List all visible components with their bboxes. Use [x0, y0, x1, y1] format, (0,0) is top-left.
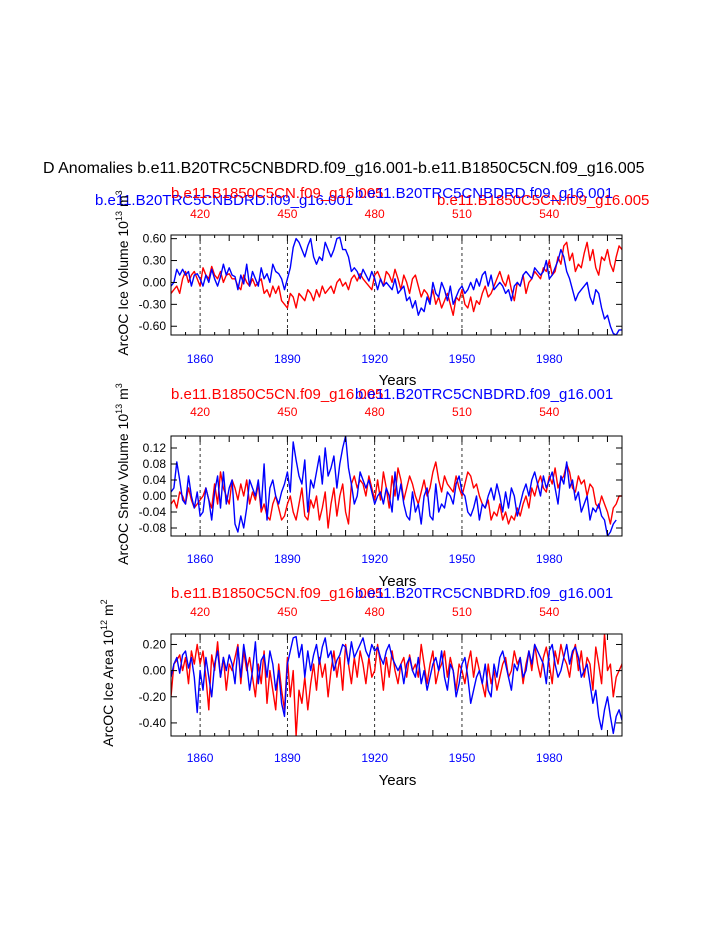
y-tick-label: -0.04 — [139, 505, 167, 519]
y-tick-label: 0.00 — [143, 275, 167, 289]
x-tick-label-bottom: 1920 — [361, 751, 388, 765]
x-tick-label-top: 450 — [277, 207, 297, 221]
y-axis-label-unit-exponent: 2 — [99, 599, 109, 604]
x-tick-label-top: 420 — [190, 405, 210, 419]
plot-frame — [170, 633, 623, 737]
x-tick-label-top: 420 — [190, 605, 210, 619]
series-line-red — [171, 634, 622, 736]
x-tick-label-top: 510 — [452, 207, 472, 221]
figure-main-title: D Anomalies b.e11.B20TRC5CNBDRD.f09_g16.… — [43, 160, 645, 177]
x-axis-label: Years — [379, 573, 417, 590]
y-axis-label-unit-exponent: 3 — [114, 383, 124, 388]
y-tick-label: 0.00 — [143, 664, 167, 678]
y-axis-label-unit: m — [115, 195, 131, 207]
series-line-red — [171, 461, 622, 529]
y-tick-label: 0.20 — [143, 637, 167, 651]
x-tick-label-bottom: 1950 — [449, 352, 476, 366]
x-tick-label-top: 510 — [452, 405, 472, 419]
y-axis-label: ArcOC Ice Area 1012 m2 — [99, 599, 116, 746]
figure-overlap-label-red: b.e11.B1850C5CN.f09_g16.005 — [437, 192, 649, 209]
x-axis-label: Years — [379, 372, 417, 389]
panel-title-right: b.e11.B20TRC5CNBDRD.f09_g16.001 — [355, 185, 613, 202]
y-axis-label-text: ArcOC Snow Volume 10 — [115, 414, 131, 565]
x-tick-label-top: 480 — [365, 405, 385, 419]
x-tick-label-top: 480 — [365, 605, 385, 619]
y-axis-label: ArcOC Snow Volume 1013 m3 — [114, 383, 131, 565]
series-line-blue — [171, 236, 622, 335]
panel-title-left: b.e11.B1850C5CN.f09_g16.005 — [171, 585, 383, 602]
y-axis-label: ArcOC Ice Volume 1013 m3 — [114, 190, 131, 355]
y-axis-label-text: ArcOC Ice Volume 10 — [115, 221, 131, 356]
series-line-red — [171, 241, 622, 316]
y-axis-label-unit: m — [115, 388, 131, 400]
panel-title-left: b.e11.B1850C5CN.f09_g16.005 — [171, 185, 383, 202]
x-tick-label-bottom: 1950 — [449, 552, 476, 566]
y-axis-label-unit: m — [100, 604, 116, 616]
x-tick-label-top: 420 — [190, 207, 210, 221]
y-tick-label: 0.08 — [143, 457, 167, 471]
y-tick-label: 0.00 — [143, 489, 167, 503]
y-tick-label: -0.30 — [139, 297, 167, 311]
x-tick-label-top: 450 — [277, 605, 297, 619]
chart-panel-2: -0.08 -0.04 0.00 0.04 0.08 0.12 1860 1890 1920 19… — [114, 383, 623, 590]
x-tick-label-bottom: 1920 — [361, 552, 388, 566]
x-tick-label-top: 540 — [539, 605, 559, 619]
plot-frame — [170, 435, 623, 537]
x-tick-label-bottom: 1950 — [449, 751, 476, 765]
y-tick-label: 0.04 — [143, 473, 167, 487]
x-tick-label-bottom: 1920 — [361, 352, 388, 366]
series-line-blue — [171, 635, 622, 735]
x-tick-label-bottom: 1860 — [187, 552, 214, 566]
panel-title-right: b.e11.B20TRC5CNBDRD.f09_g16.001 — [355, 585, 613, 602]
x-tick-label-bottom: 1890 — [274, 552, 301, 566]
y-axis-label-exponent: 13 — [114, 211, 124, 221]
x-tick-label-bottom: 1980 — [536, 552, 563, 566]
x-tick-label-bottom: 1890 — [274, 352, 301, 366]
x-tick-label-top: 540 — [539, 405, 559, 419]
y-tick-label: 0.30 — [143, 254, 167, 268]
plot-frame — [170, 234, 623, 336]
y-tick-label: -0.40 — [139, 716, 167, 730]
y-axis-label-unit-exponent: 3 — [114, 190, 124, 195]
x-tick-label-bottom: 1980 — [536, 751, 563, 765]
y-tick-label: -0.20 — [139, 690, 167, 704]
y-axis-label-text: ArcOC Ice Area 10 — [100, 630, 116, 747]
panel-title-left: b.e11.B1850C5CN.f09_g16.005 — [171, 386, 383, 403]
x-tick-label-top: 510 — [452, 605, 472, 619]
x-tick-label-top: 540 — [539, 207, 559, 221]
y-tick-label: -0.60 — [139, 319, 167, 333]
y-axis-label-exponent: 13 — [114, 404, 124, 414]
chart-panel-1: -0.60 -0.30 0.00 0.30 0.60 1860 1890 1920 1950 19… — [114, 185, 623, 389]
x-tick-label-bottom: 1890 — [274, 751, 301, 765]
y-tick-label: 0.60 — [143, 232, 167, 246]
x-tick-label-bottom: 1980 — [536, 352, 563, 366]
x-axis-label: Years — [379, 772, 417, 789]
figure-overlap-label-blue: b.e11.B20TRC5CNBDRD.f09_g16.001 — [95, 192, 353, 209]
chart-panel-3: -0.40 -0.20 0.00 0.20 1860 1890 1920 1950 1980 42… — [99, 585, 623, 789]
x-tick-label-top: 480 — [365, 207, 385, 221]
y-axis-label-exponent: 12 — [99, 620, 109, 630]
y-tick-label: -0.08 — [139, 521, 167, 535]
panel-title-right: b.e11.B20TRC5CNBDRD.f09_g16.001 — [355, 386, 613, 403]
x-tick-label-bottom: 1860 — [187, 352, 214, 366]
y-tick-label: 0.12 — [143, 441, 167, 455]
series-line-blue — [171, 436, 617, 536]
x-tick-label-bottom: 1860 — [187, 751, 214, 765]
x-tick-label-top: 450 — [277, 405, 297, 419]
